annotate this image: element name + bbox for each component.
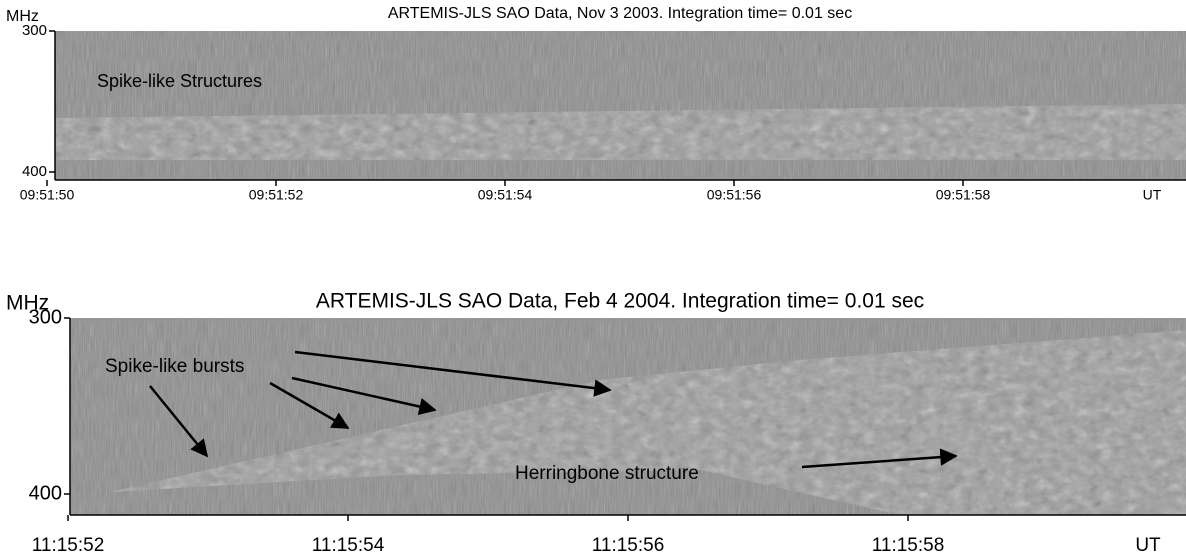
x-tick-label: 09:51:58 <box>936 187 991 203</box>
y-tick-label: 400 <box>29 482 62 504</box>
x-tick-label: 09:51:50 <box>20 187 75 203</box>
x-unit-label: UT <box>1143 187 1162 203</box>
x-unit-label: UT <box>1135 535 1161 556</box>
x-tick-label: 09:51:54 <box>478 187 533 203</box>
x-tick-label: 09:51:56 <box>707 187 762 203</box>
annotation: Spike-like bursts <box>105 356 244 377</box>
chart-title: ARTEMIS-JLS SAO Data, Nov 3 2003. Integr… <box>388 5 852 22</box>
y-tick-label: 300 <box>29 306 62 328</box>
y-tick-label: 300 <box>22 22 47 39</box>
x-tick-label: 09:51:52 <box>249 187 304 203</box>
y-tick-label: 400 <box>22 163 47 180</box>
spectrogram-panel <box>55 31 1186 180</box>
figure: ARTEMIS-JLS SAO Data, Nov 3 2003. Integr… <box>0 0 1186 560</box>
annotation: Herringbone structure <box>515 463 699 484</box>
x-tick-label: 11:15:54 <box>312 535 385 556</box>
x-tick-label: 11:15:56 <box>592 535 665 556</box>
x-tick-label: 11:15:52 <box>32 535 105 556</box>
annotation: Spike-like Structures <box>97 71 262 91</box>
chart-title: ARTEMIS-JLS SAO Data, Feb 4 2004. Integr… <box>316 290 924 313</box>
x-tick-label: 11:15:58 <box>872 535 945 556</box>
spectrogram-panel <box>70 318 1186 515</box>
